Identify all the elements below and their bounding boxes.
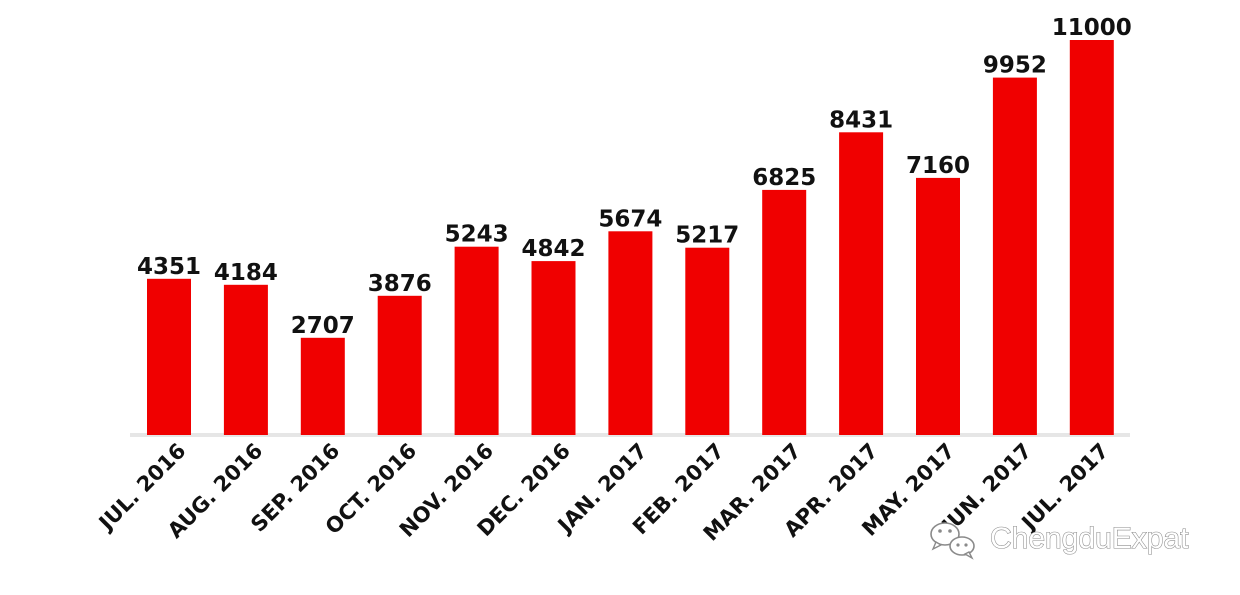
value-label: 5674 bbox=[598, 206, 662, 232]
bar bbox=[762, 189, 807, 435]
bars-group bbox=[147, 40, 1114, 436]
bar bbox=[1069, 40, 1114, 435]
value-label: 4842 bbox=[521, 236, 585, 262]
bar bbox=[300, 337, 345, 435]
value-label: 3876 bbox=[368, 271, 432, 297]
value-label: 11000 bbox=[1052, 15, 1132, 41]
value-label: 2707 bbox=[291, 313, 355, 339]
value-label: 5217 bbox=[675, 223, 739, 249]
bar bbox=[685, 247, 730, 435]
bar bbox=[223, 284, 268, 435]
bar bbox=[377, 295, 422, 435]
bar bbox=[147, 278, 191, 435]
bar bbox=[531, 261, 576, 435]
wechat-icon bbox=[930, 522, 975, 560]
value-labels-group: 4351 4184 2707 3876 5243 4842 5674 5217 6825 8431… bbox=[137, 15, 1132, 339]
bar bbox=[839, 132, 884, 436]
value-label: 4184 bbox=[214, 260, 278, 286]
bar bbox=[992, 77, 1037, 435]
bar bbox=[454, 246, 499, 435]
bar bbox=[916, 177, 960, 435]
value-label: 8431 bbox=[829, 107, 893, 133]
value-label: 6825 bbox=[752, 165, 816, 191]
value-label: 7160 bbox=[906, 153, 970, 179]
value-label: 5243 bbox=[445, 222, 509, 248]
value-label: 4351 bbox=[137, 254, 201, 280]
watermark: ChengduExpat bbox=[930, 521, 1190, 560]
value-label: 9952 bbox=[983, 53, 1047, 79]
watermark-text: ChengduExpat bbox=[990, 522, 1189, 555]
bar bbox=[608, 231, 653, 435]
